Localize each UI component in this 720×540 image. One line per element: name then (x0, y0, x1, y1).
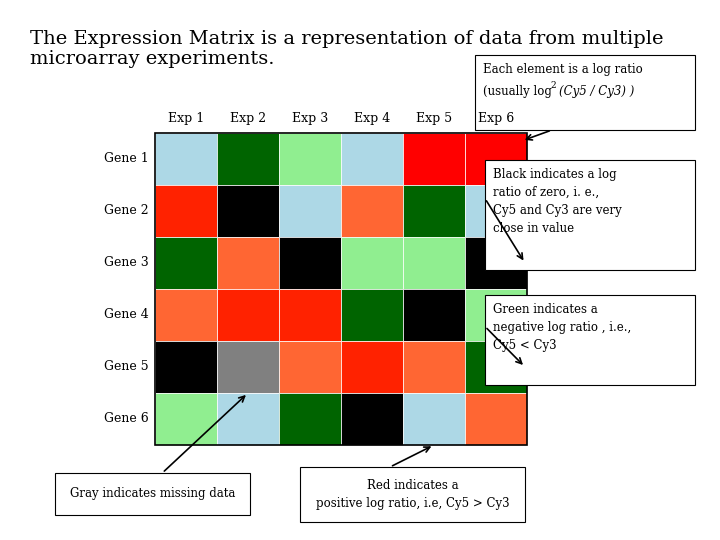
Text: Each element is a log ratio: Each element is a log ratio (483, 63, 643, 76)
Bar (155, 133, 217, 185)
Text: Exp 5: Exp 5 (416, 112, 452, 125)
Bar (465, 289, 527, 341)
Text: The Expression Matrix is a representation of data from multiple: The Expression Matrix is a representatio… (30, 30, 664, 48)
Text: Gene 5: Gene 5 (104, 361, 149, 374)
Bar (217, 341, 279, 393)
Bar (155, 289, 217, 341)
Bar (155, 237, 217, 289)
Bar (279, 393, 341, 445)
Text: Exp 4: Exp 4 (354, 112, 390, 125)
Text: Gene 1: Gene 1 (104, 152, 149, 165)
Bar (403, 341, 465, 393)
Text: Exp 2: Exp 2 (230, 112, 266, 125)
Text: Exp 3: Exp 3 (292, 112, 328, 125)
Bar (217, 393, 279, 445)
Bar (279, 133, 341, 185)
Bar (465, 133, 527, 185)
Bar (341, 237, 403, 289)
Bar (155, 185, 217, 237)
Bar (279, 237, 341, 289)
Bar (403, 289, 465, 341)
Bar (403, 185, 465, 237)
Bar (155, 393, 217, 445)
Text: Gray indicates missing data: Gray indicates missing data (70, 488, 235, 501)
Bar (279, 289, 341, 341)
Text: Gene 6: Gene 6 (104, 413, 149, 426)
Bar (55, 473, 250, 515)
Bar (465, 237, 527, 289)
Bar (403, 133, 465, 185)
Bar (279, 185, 341, 237)
Text: Gene 4: Gene 4 (104, 308, 149, 321)
Text: (Cy5 / Cy3) ): (Cy5 / Cy3) ) (559, 85, 634, 98)
Text: Gene 2: Gene 2 (104, 205, 149, 218)
Bar (217, 237, 279, 289)
Bar (341, 393, 403, 445)
Text: (usually log: (usually log (483, 85, 556, 98)
Bar (341, 341, 403, 393)
Text: Green indicates a
negative log ratio , i.e.,
Cy5 < Cy3: Green indicates a negative log ratio , i… (493, 303, 631, 352)
Bar (403, 237, 465, 289)
Bar (217, 185, 279, 237)
Text: Exp 6: Exp 6 (478, 112, 514, 125)
Text: microarray experiments.: microarray experiments. (30, 50, 274, 68)
Bar (475, 55, 695, 130)
Bar (217, 289, 279, 341)
Bar (300, 467, 525, 522)
Text: Black indicates a log
ratio of zero, i. e.,
Cy5 and Cy3 are very
close in value: Black indicates a log ratio of zero, i. … (493, 168, 622, 235)
Text: Red indicates a
positive log ratio, i.e, Cy5 > Cy3: Red indicates a positive log ratio, i.e,… (315, 479, 509, 510)
Bar (341, 289, 403, 341)
Bar (465, 393, 527, 445)
Bar (485, 295, 695, 385)
Text: 2: 2 (550, 81, 556, 90)
Bar (155, 341, 217, 393)
Bar (217, 133, 279, 185)
Text: Gene 3: Gene 3 (104, 256, 149, 269)
Text: Exp 1: Exp 1 (168, 112, 204, 125)
Bar (465, 185, 527, 237)
Bar (155, 133, 527, 445)
Bar (341, 133, 403, 185)
Bar (485, 160, 695, 270)
Bar (279, 341, 341, 393)
Bar (341, 185, 403, 237)
Bar (465, 341, 527, 393)
Bar (403, 393, 465, 445)
